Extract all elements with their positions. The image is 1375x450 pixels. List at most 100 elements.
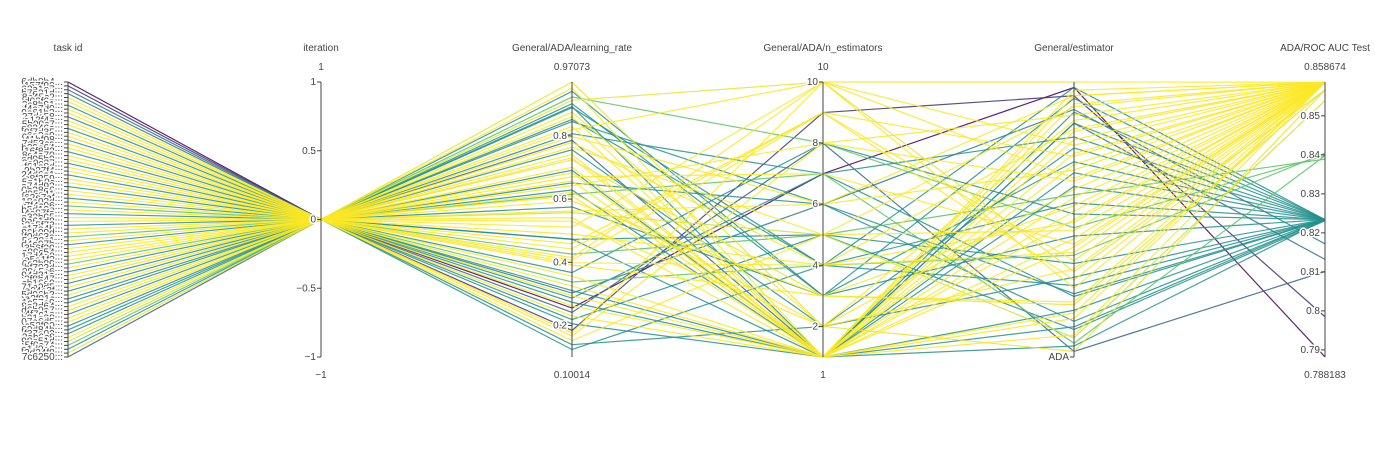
data-line <box>67 81 1326 221</box>
tick-label: 16f8d3... <box>24 147 63 158</box>
tick-label: 0b38e6... <box>21 185 63 196</box>
tick-label: 08e5c6... <box>22 267 63 278</box>
tick-label: −1 <box>305 352 317 363</box>
data-line <box>67 81 1326 358</box>
tick-label: 5e1b0c... <box>22 178 63 189</box>
tick-label: 62a1e7... <box>21 85 63 96</box>
tick-label: c8f359... <box>25 174 63 185</box>
axis-iteration[interactable]: iteration 1 −1 1 0.5 0 −0.5 −1 <box>295 43 339 381</box>
tick-label: 0.84 <box>1301 150 1321 161</box>
tick-label: 2c5f73... <box>25 220 63 231</box>
tick-label: b5d12e... <box>21 205 63 216</box>
data-line <box>67 81 1326 358</box>
data-line <box>67 81 1326 269</box>
axis-roc_auc[interactable]: ADA/ROC AUC Test 0.858674 0.788183 0.79 0.8 0… <box>1280 43 1370 381</box>
data-line <box>67 81 1326 358</box>
data-line <box>67 81 1326 308</box>
tick-label: 6db8b4... <box>21 77 63 88</box>
data-line <box>67 172 1326 358</box>
tick-label: ADA <box>1048 352 1069 363</box>
tick-label: 9b27f4... <box>24 166 63 177</box>
tick-label: 8e2d64... <box>21 302 63 313</box>
data-line <box>67 89 1326 312</box>
tick-label: ed05b9... <box>21 154 63 165</box>
tick-label: 4 <box>812 260 818 271</box>
data-line <box>67 81 1326 281</box>
tick-label: 0f7d35... <box>24 127 63 138</box>
data-line <box>67 81 1326 358</box>
tick-label: 18a03d... <box>21 197 63 208</box>
tick-label: 17d4e8... <box>21 251 63 262</box>
tick-label: e5a1f3... <box>24 255 63 266</box>
data-line <box>67 218 1326 321</box>
data-line <box>67 81 1326 337</box>
tick-label: 5f0c74... <box>25 340 63 351</box>
data-line <box>67 81 1326 358</box>
axis-title: General/ADA/learning_rate <box>512 43 633 54</box>
tick-label: b29e64... <box>21 143 63 154</box>
data-line <box>67 81 1326 358</box>
tick-label: e1d9a6... <box>21 344 63 355</box>
data-line <box>67 81 1326 266</box>
tick-label: 1c57e9... <box>22 298 63 309</box>
tick-label: 07a6d5... <box>21 317 63 328</box>
axis-range-max-label: 0.97073 <box>554 62 591 73</box>
tick-label: 3d24f8... <box>24 348 63 359</box>
tick-label: 2f8b47... <box>24 275 63 286</box>
tick-label: 9e61b3... <box>21 108 63 119</box>
tick-label: 41bf08... <box>24 135 63 146</box>
axis-n_estimators[interactable]: General/ADA/n_estimators 10 1 2 4 6 8 10 <box>764 43 883 381</box>
tick-label: 0.85 <box>1301 111 1321 122</box>
axis-estimator[interactable]: General/estimator ADA <box>1034 43 1114 365</box>
data-line <box>67 81 1326 328</box>
data-line <box>67 81 1326 358</box>
tick-label: d4e97b... <box>21 240 63 251</box>
axis-task_id[interactable]: task id 6db8b4...157f99...62a1e7...b7e31d… <box>20 43 83 365</box>
tick-label: d95c41... <box>22 189 63 200</box>
axis-range-min-label: 0.10014 <box>554 370 591 381</box>
tick-label: 0.2 <box>553 320 567 331</box>
tick-label: 71a9d5... <box>21 282 63 293</box>
tick-label: cb16e0... <box>22 278 63 289</box>
tick-label: c17e4b... <box>22 224 63 235</box>
tick-label: e8246a... <box>21 123 63 134</box>
axis-range-min-label: 0.788183 <box>1304 370 1346 381</box>
tick-label: 8a45c2... <box>22 92 63 103</box>
axis-range-max-label: 0.858674 <box>1304 62 1346 73</box>
data-line <box>67 81 1326 328</box>
data-line <box>67 218 1326 358</box>
data-line <box>67 81 1326 245</box>
tick-label: c6a2e9... <box>22 131 63 142</box>
tick-label: 3c8b91... <box>22 100 63 111</box>
tick-label: 7f4c96... <box>25 201 63 212</box>
tick-label: a13f4e... <box>24 116 63 127</box>
tick-label: 98e51d... <box>21 337 63 348</box>
tick-label: 7d53ca... <box>22 139 63 150</box>
tick-label: 2 <box>812 321 818 332</box>
tick-label: −0.5 <box>296 283 316 294</box>
tick-label: f0d63a... <box>24 232 63 243</box>
data-line <box>67 81 1326 254</box>
data-line <box>67 206 1326 297</box>
tick-label: 2ab6c8... <box>22 333 63 344</box>
tick-label: 0.79 <box>1301 345 1321 356</box>
axis-title: General/ADA/n_estimators <box>764 43 883 54</box>
tick-label: 10 <box>807 77 819 88</box>
tick-label: 1 <box>310 77 316 88</box>
tick-label: 86b09d... <box>21 228 63 239</box>
data-line <box>67 105 1326 358</box>
polyline-layer <box>67 81 1326 358</box>
data-line <box>67 81 1326 358</box>
axis-learning_rate[interactable]: General/ADA/learning_rate 0.97073 0.10014 0… <box>512 43 633 381</box>
tick-label: 24d6a1... <box>21 170 63 181</box>
data-line <box>67 149 1326 328</box>
data-line <box>67 81 1326 297</box>
tick-label: e04c3f... <box>25 286 63 297</box>
tick-label: d02f6e... <box>24 96 63 107</box>
tick-label: 5d96b2... <box>21 290 63 301</box>
data-line <box>67 158 1326 255</box>
tick-label: bf702d... <box>24 263 63 274</box>
tick-label: 0.8 <box>1306 306 1320 317</box>
tick-label: 6 <box>812 199 818 210</box>
data-line <box>67 81 1326 358</box>
